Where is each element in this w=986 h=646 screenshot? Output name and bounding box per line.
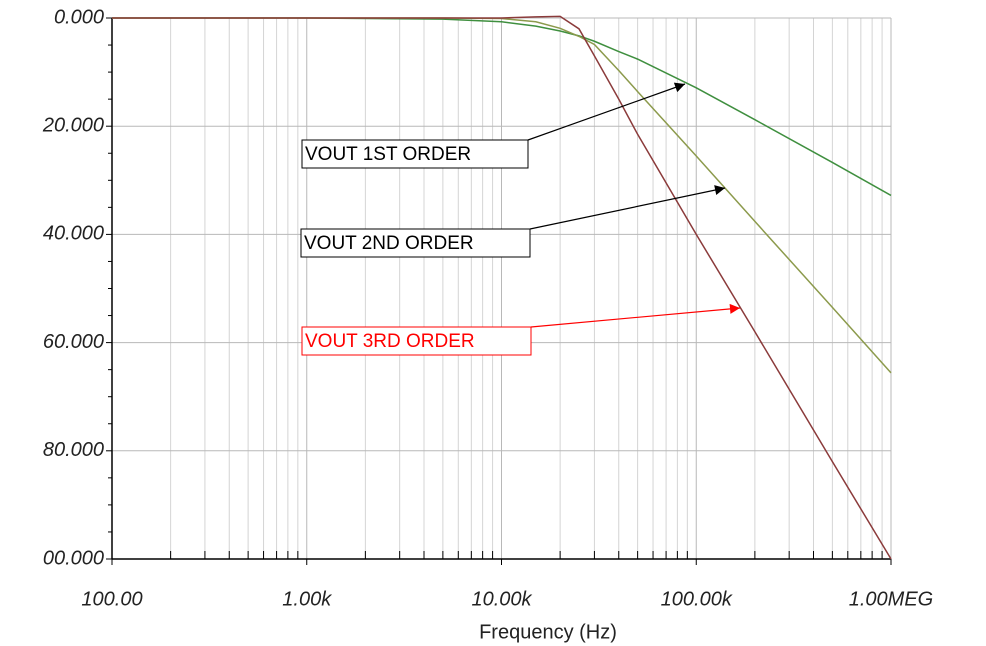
x-tick-label: 10.00k xyxy=(471,588,532,610)
annotation-box xyxy=(301,139,529,169)
annotation-text: VOUT 1ST ORDER xyxy=(305,144,471,165)
annotation-arrow xyxy=(529,185,726,230)
annotation-arrow xyxy=(530,303,741,328)
y-tick-label: 0.000 xyxy=(54,6,104,28)
x-tick-label: 100.00 xyxy=(81,588,142,610)
annotation-arrow xyxy=(527,82,686,141)
x-axis-label: Frequency (Hz) xyxy=(479,621,617,643)
y-tick-label: 60.000 xyxy=(43,331,104,353)
annotation-box xyxy=(300,228,531,258)
x-tick-label: 100.00k xyxy=(661,588,733,610)
annotation-box xyxy=(301,326,532,356)
series-line xyxy=(112,17,892,197)
x-tick-label: 1.00MEG xyxy=(849,588,933,610)
y-tick-label: 40.000 xyxy=(43,223,104,245)
y-tick-label: 00.000 xyxy=(43,547,104,569)
y-tick-label: 80.000 xyxy=(43,439,104,461)
series-line xyxy=(112,15,892,560)
annotation-text: VOUT 3RD ORDER xyxy=(305,331,475,352)
y-tick-label: 20.000 xyxy=(42,114,104,136)
annotation-text: VOUT 2ND ORDER xyxy=(304,233,474,254)
x-tick-label: 1.00k xyxy=(282,588,332,610)
